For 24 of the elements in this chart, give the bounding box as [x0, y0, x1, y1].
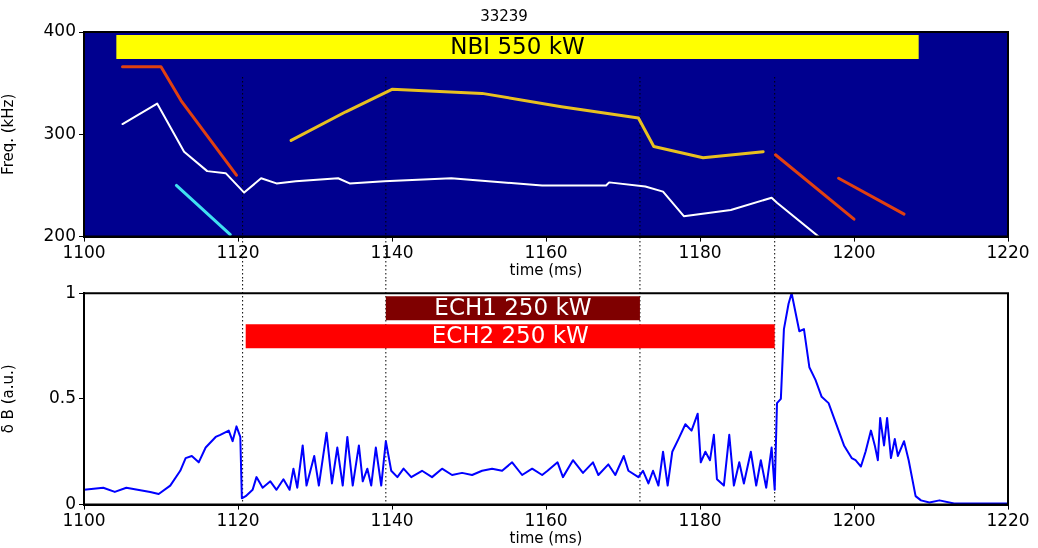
x-tick-label: 1180 — [678, 242, 722, 263]
x-axis-title: time (ms) — [509, 528, 583, 547]
x-tick-label: 1160 — [524, 242, 568, 263]
x-tick-label: 1120 — [216, 242, 260, 263]
chart-title: 33239 — [480, 6, 528, 25]
x-tick-label: 1120 — [216, 510, 260, 531]
x-tick-label: 1200 — [832, 510, 876, 531]
band-label: NBI 550 kW — [450, 32, 585, 59]
x-tick-label: 1180 — [678, 510, 722, 531]
x-tick-label: 1220 — [986, 242, 1030, 263]
band-label: ECH2 250 kW — [431, 322, 589, 349]
x-tick-label: 1200 — [832, 242, 876, 263]
y-tick-label: 1 — [65, 281, 76, 302]
x-axis-title: time (ms) — [509, 260, 583, 279]
y-axis-title: δ B (a.u.) — [0, 364, 17, 434]
x-tick-label: 1220 — [986, 510, 1030, 531]
y-tick-label: 0.5 — [48, 387, 76, 408]
x-tick-label: 1140 — [370, 242, 414, 263]
x-tick-label: 1160 — [524, 510, 568, 531]
x-tick-label: 1140 — [370, 510, 414, 531]
y-tick-label: 300 — [43, 122, 76, 143]
y-tick-label: 400 — [43, 20, 76, 41]
band-label: ECH1 250 kW — [434, 294, 592, 321]
y-axis-title: Freq. (kHz) — [0, 93, 17, 175]
